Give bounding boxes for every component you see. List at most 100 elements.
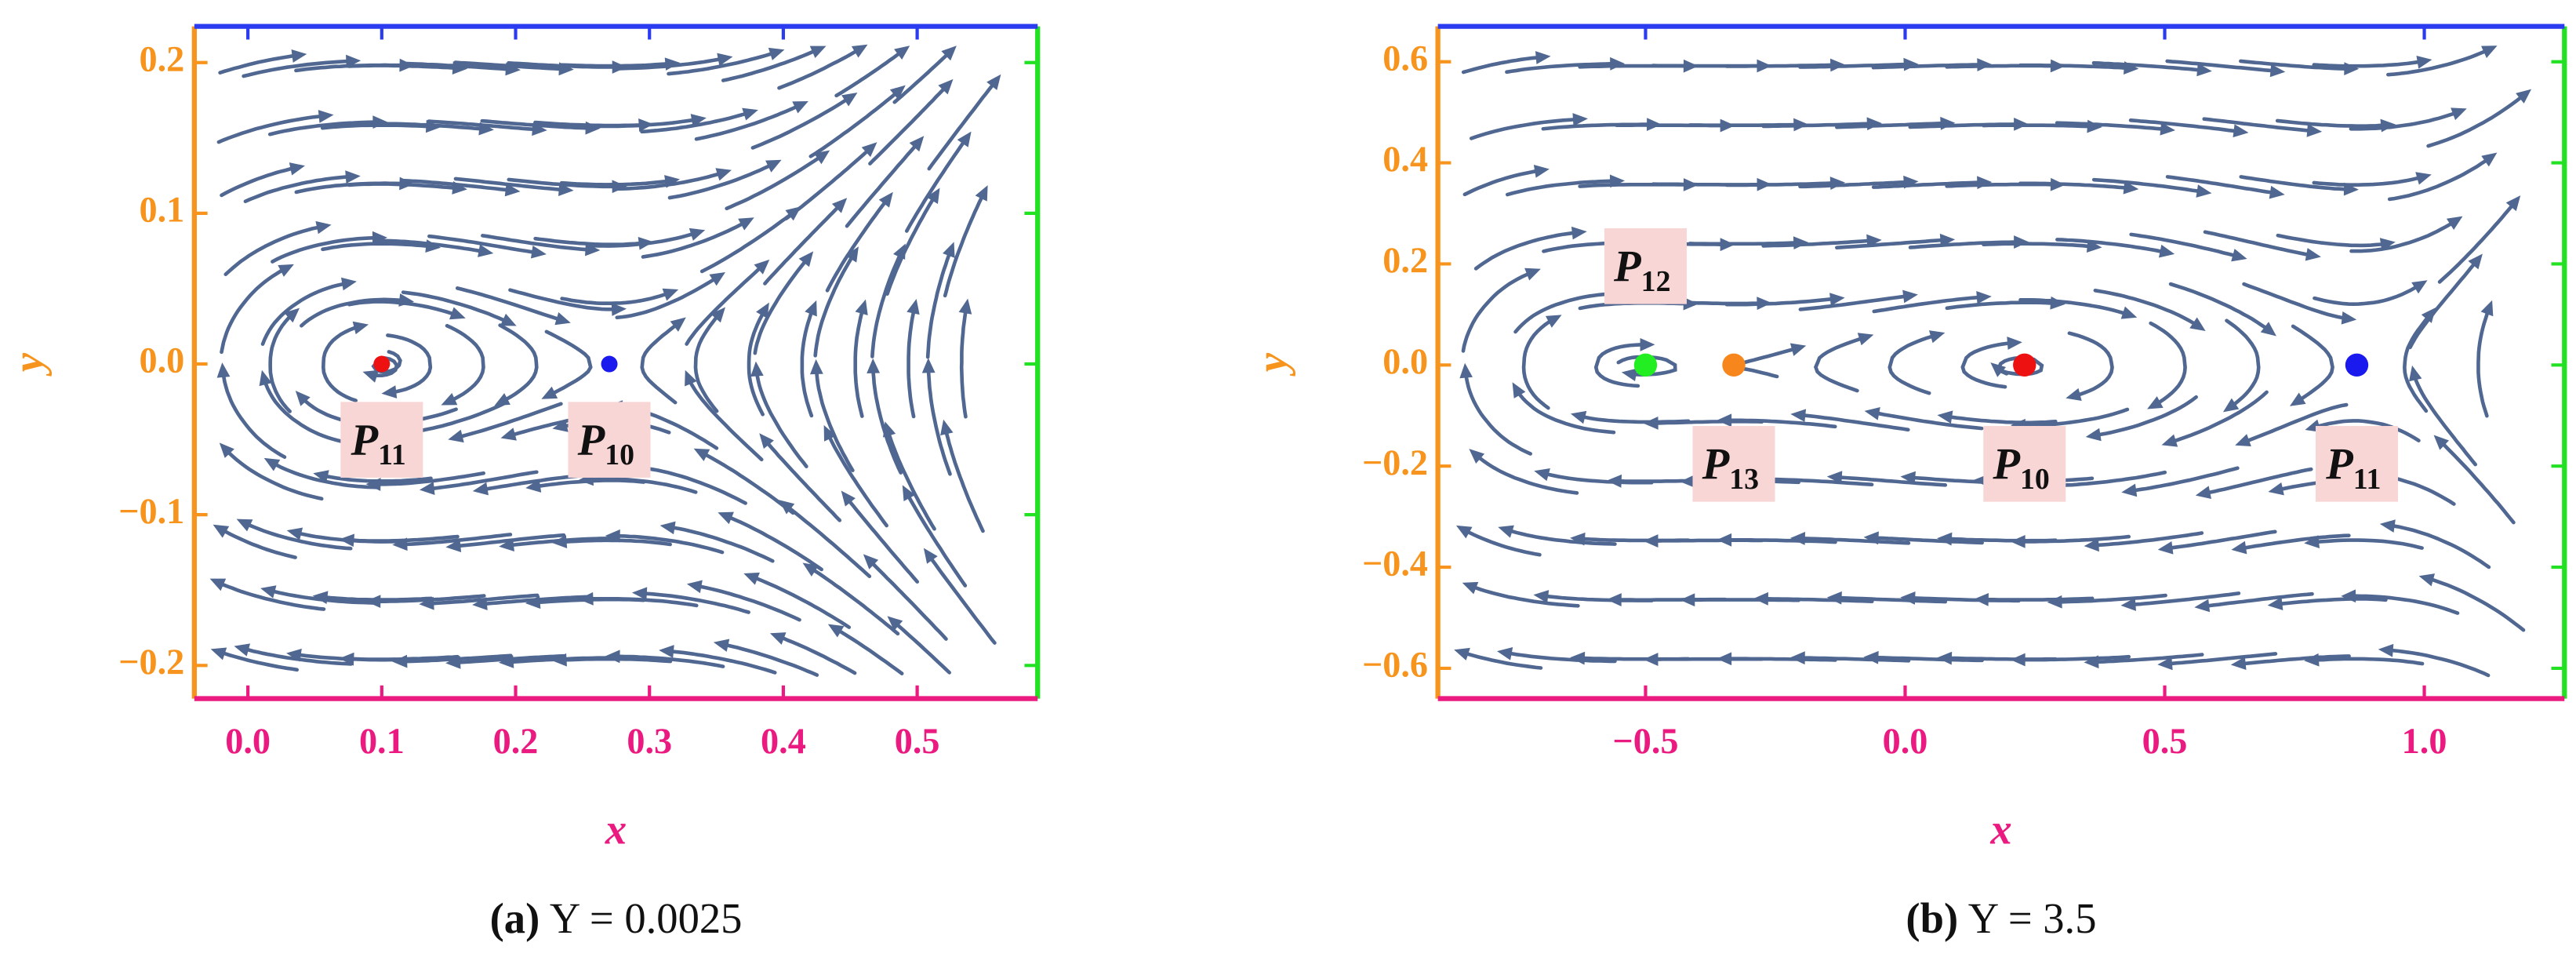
stream-arrow bbox=[392, 537, 408, 551]
streamline bbox=[508, 288, 619, 311]
streamline bbox=[220, 267, 288, 355]
streamline bbox=[242, 59, 353, 78]
streamline bbox=[347, 64, 460, 71]
stream-arrow bbox=[759, 433, 774, 449]
streamline bbox=[455, 286, 564, 322]
caption-text: Y = 3.5 bbox=[1968, 894, 2097, 942]
label-box bbox=[1692, 426, 1775, 502]
streamline bbox=[586, 117, 699, 129]
stream-arrow bbox=[2411, 280, 2428, 294]
stream-arrow bbox=[2235, 434, 2251, 447]
stream-arrow bbox=[958, 298, 972, 315]
streamline bbox=[1798, 413, 1910, 432]
streamline bbox=[2203, 467, 2313, 496]
stream-arrow bbox=[2196, 184, 2212, 198]
streamline bbox=[2239, 654, 2351, 666]
stream-arrow bbox=[2147, 396, 2164, 409]
streamline bbox=[1461, 650, 1543, 670]
stream-arrow bbox=[2260, 322, 2276, 337]
stream-arrow bbox=[2379, 519, 2396, 533]
streamline bbox=[559, 538, 672, 547]
streamline bbox=[498, 323, 539, 403]
streamline bbox=[925, 249, 953, 359]
streamline bbox=[1835, 595, 1948, 604]
stream-arrow bbox=[2304, 653, 2320, 667]
stream-arrow bbox=[1863, 650, 1879, 664]
stream-arrow bbox=[2157, 540, 2174, 555]
streamline bbox=[1761, 238, 1874, 248]
caption: (a) Y = 0.0025 bbox=[490, 894, 743, 942]
stream-arrow bbox=[1937, 532, 1953, 546]
stream-arrow bbox=[2516, 89, 2532, 104]
stream-arrow bbox=[2066, 388, 2082, 402]
streamline bbox=[2387, 156, 2491, 202]
x-tick-label: 0.5 bbox=[895, 721, 940, 761]
stream-arrow bbox=[2195, 486, 2211, 500]
stream-arrow bbox=[921, 358, 936, 373]
streamline bbox=[700, 451, 795, 515]
stream-arrow bbox=[718, 511, 734, 525]
point-label-main: P bbox=[1702, 439, 1730, 489]
streamline bbox=[2275, 118, 2388, 129]
streamline bbox=[427, 119, 540, 132]
stream-arrow bbox=[472, 597, 488, 610]
streamline bbox=[885, 194, 937, 297]
stream-arrow bbox=[1546, 315, 1562, 328]
stream-arrow bbox=[2010, 535, 2026, 548]
stream-arrow bbox=[295, 391, 311, 406]
y-tick-label: 0.0 bbox=[140, 340, 185, 380]
stream-arrow bbox=[2289, 392, 2306, 406]
point-label-sub: 12 bbox=[1641, 265, 1671, 298]
stream-arrow bbox=[907, 299, 920, 315]
streamline bbox=[1798, 656, 1911, 663]
stream-arrow bbox=[1455, 525, 1473, 539]
streamline bbox=[750, 575, 852, 629]
streamline bbox=[826, 432, 888, 528]
streamline bbox=[268, 312, 294, 413]
streamline bbox=[777, 635, 857, 675]
caption: (b) Y = 3.5 bbox=[1906, 894, 2096, 942]
stream-arrow bbox=[1469, 449, 1485, 464]
stream-arrow bbox=[1826, 471, 1843, 484]
stream-arrow bbox=[1621, 368, 1637, 382]
streamline bbox=[2312, 538, 2424, 550]
equilibrium-point bbox=[601, 355, 618, 373]
streamline bbox=[725, 514, 823, 572]
streamline bbox=[886, 428, 936, 531]
stream-arrow bbox=[1606, 474, 1622, 488]
streamline bbox=[220, 527, 297, 559]
stream-arrow bbox=[1497, 647, 1513, 660]
stream-arrow bbox=[805, 300, 817, 317]
stream-arrow bbox=[419, 596, 434, 610]
stream-arrow bbox=[498, 655, 514, 668]
stream-arrow bbox=[448, 429, 464, 443]
stream-arrow bbox=[284, 308, 300, 323]
stream-arrow bbox=[525, 479, 542, 493]
streamline bbox=[1505, 650, 1617, 664]
stream-arrow bbox=[792, 100, 808, 114]
streamline bbox=[687, 377, 764, 462]
streamline bbox=[1798, 180, 1911, 189]
stream-arrow bbox=[2418, 573, 2435, 587]
streamline bbox=[927, 554, 997, 645]
streamline bbox=[753, 257, 809, 355]
stream-arrow bbox=[1533, 590, 1550, 603]
stream-arrow bbox=[1928, 330, 1946, 344]
stream-arrow bbox=[809, 45, 827, 58]
streamline bbox=[641, 220, 748, 259]
streamline bbox=[2408, 259, 2479, 350]
stream-arrow bbox=[500, 313, 517, 326]
streamline bbox=[2386, 48, 2491, 77]
equilibrium-point bbox=[1633, 353, 1658, 377]
stream-arrow bbox=[504, 183, 521, 197]
streamline bbox=[400, 61, 513, 71]
stream-arrow bbox=[1789, 651, 1805, 665]
streamline bbox=[892, 50, 952, 104]
y-tick-label: −0.2 bbox=[118, 642, 184, 682]
stream-arrow bbox=[2344, 62, 2360, 75]
point-label: P10 bbox=[577, 416, 634, 472]
streamline bbox=[271, 235, 380, 264]
stream-arrow bbox=[2161, 434, 2178, 447]
streamline bbox=[2129, 466, 2240, 493]
